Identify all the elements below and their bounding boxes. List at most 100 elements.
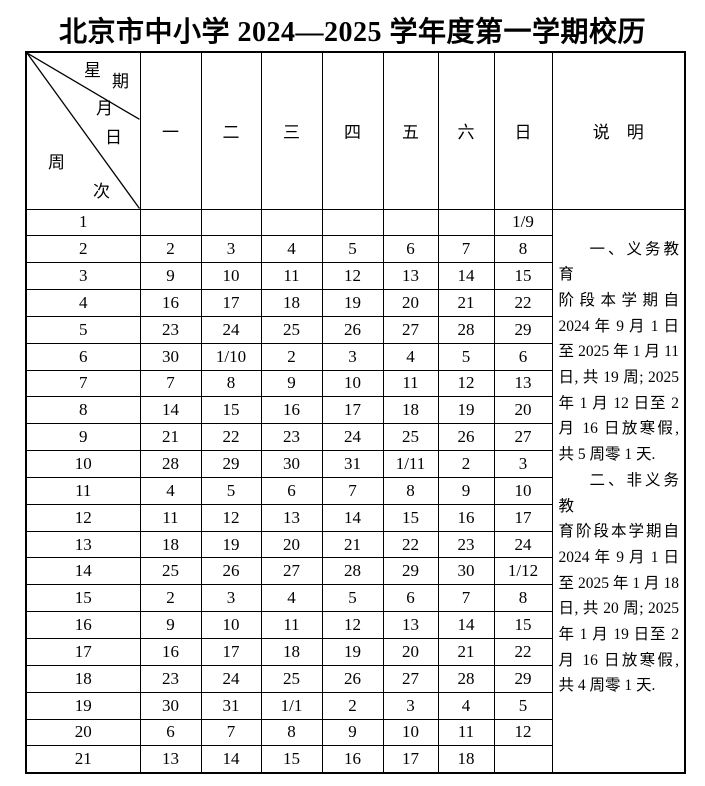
day-cell: 18 <box>260 289 323 317</box>
day-cell: 5 <box>437 342 495 371</box>
day-cell: 30 <box>437 557 495 586</box>
day-cell: 7 <box>437 584 495 613</box>
day-cell: 9 <box>437 476 495 505</box>
week-number-cell: 7 <box>25 369 141 398</box>
calendar-week-row: 19 30 31 1/1 2 3 4 5 <box>25 691 685 720</box>
day-cell: 4 <box>437 691 495 720</box>
calendar-week-row: 12 11 12 13 14 15 16 17 <box>25 503 685 532</box>
notes-cell: 一、义务教育 阶段本学期自 2024 年 9 月 1 日至 2025 年 1 月 1… <box>551 208 686 774</box>
calendar-week-row: 16 9 10 11 12 13 14 15 <box>25 611 685 639</box>
day-cell: 23 <box>437 530 495 559</box>
day-cell: 18 <box>382 396 439 425</box>
note-line: 二、非义务教 <box>558 471 680 515</box>
notes-header: 说 明 <box>551 51 686 210</box>
day-cell: 13 <box>382 611 439 639</box>
diagonal-divider-icon <box>27 53 139 208</box>
day-cell: 21 <box>437 289 495 317</box>
day-cell: 28 <box>437 664 495 693</box>
day-cell: 19 <box>200 530 262 559</box>
day-cell: 12 <box>437 369 495 398</box>
day-cell: 2 <box>139 584 202 613</box>
day-cell: 15 <box>382 503 439 532</box>
day-cell: 4 <box>139 476 202 505</box>
day-cell: 18 <box>260 638 323 666</box>
day-cell: 6 <box>260 476 323 505</box>
corner-label-month-char: 月 <box>96 99 113 118</box>
day-cell: 16 <box>321 745 384 774</box>
day-cell: 14 <box>200 745 262 774</box>
day-cell <box>382 208 439 237</box>
day-cell: 9 <box>139 262 202 291</box>
day-cell: 26 <box>321 664 384 693</box>
day-cell <box>321 208 384 237</box>
day-cell: 28 <box>437 315 495 344</box>
day-header-sun: 日 <box>493 51 553 210</box>
calendar-week-row: 20 6 7 8 9 10 11 12 <box>25 718 685 747</box>
day-cell: 23 <box>260 423 323 452</box>
note-line: 一、义务教育 <box>558 240 680 284</box>
day-cell: 25 <box>139 557 202 586</box>
day-cell: 4 <box>260 584 323 613</box>
calendar-week-row: 4 16 17 18 19 20 21 22 <box>25 289 685 317</box>
week-number-cell: 9 <box>25 423 141 452</box>
day-cell <box>260 208 323 237</box>
week-number-cell: 2 <box>25 235 141 264</box>
day-cell: 2 <box>139 235 202 264</box>
day-cell <box>139 208 202 237</box>
day-cell: 24 <box>200 664 262 693</box>
day-cell: 1/1 <box>260 691 323 720</box>
day-cell: 4 <box>260 235 323 264</box>
day-cell: 15 <box>493 262 553 291</box>
day-cell: 22 <box>493 289 553 317</box>
day-cell: 15 <box>200 396 262 425</box>
day-cell: 7 <box>437 235 495 264</box>
note-line: 月 16 日放寒假, <box>558 651 680 669</box>
day-cell: 2 <box>321 691 384 720</box>
day-cell: 3 <box>493 450 553 478</box>
week-number-cell: 14 <box>25 557 141 586</box>
note-line: 共 4 周零 1 天. <box>558 677 656 695</box>
day-cell <box>437 208 495 237</box>
day-cell: 8 <box>493 584 553 613</box>
day-cell <box>200 208 262 237</box>
note-paragraph: 二、非义务教 育阶段本学期自 2024 年 9 月 1 日至 2025 年 1 月 … <box>559 468 680 699</box>
day-cell: 9 <box>139 611 202 639</box>
day-cell: 16 <box>139 289 202 317</box>
day-cell: 20 <box>382 289 439 317</box>
calendar-week-row: 15 2 3 4 5 6 7 8 <box>25 584 685 613</box>
week-number-cell: 13 <box>25 530 141 559</box>
day-header-wed: 三 <box>260 51 323 210</box>
note-paragraph: 一、义务教育 阶段本学期自 2024 年 9 月 1 日至 2025 年 1 月 1… <box>559 237 680 468</box>
day-cell: 26 <box>200 557 262 586</box>
day-cell: 10 <box>493 476 553 505</box>
day-cell: 7 <box>200 718 262 747</box>
day-cell: 19 <box>321 638 384 666</box>
calendar-week-row: 11 4 5 6 7 8 9 10 <box>25 476 685 505</box>
day-cell: 17 <box>200 289 262 317</box>
header-row: 星 期 月 日 周 次 一 二 三 四 五 六 日 说 明 <box>25 51 686 210</box>
day-cell: 1/9 <box>493 208 553 237</box>
week-number-cell: 4 <box>25 289 141 317</box>
day-cell: 25 <box>260 315 323 344</box>
day-cell: 29 <box>493 664 553 693</box>
day-cell: 5 <box>321 584 384 613</box>
day-cell: 10 <box>382 718 439 747</box>
day-cell: 30 <box>139 691 202 720</box>
week-number-cell: 11 <box>25 476 141 505</box>
note-line: 日, 共 20 周; 2025 <box>558 600 680 618</box>
day-cell: 17 <box>321 396 384 425</box>
calendar-week-row: 8 14 15 16 17 18 19 20 <box>25 396 685 425</box>
day-cell: 29 <box>200 450 262 478</box>
note-line: 年 1 月 12 日至 2 <box>558 394 680 412</box>
day-cell: 20 <box>260 530 323 559</box>
day-cell: 21 <box>139 423 202 452</box>
day-cell: 24 <box>321 423 384 452</box>
page-title: 北京市中小学 2024—2025 学年度第一学期校历 <box>58 17 646 48</box>
week-number-cell: 16 <box>25 611 141 639</box>
day-cell: 3 <box>200 235 262 264</box>
day-cell: 27 <box>260 557 323 586</box>
calendar-week-row: 18 23 24 25 26 27 28 29 <box>25 664 685 693</box>
day-cell: 22 <box>200 423 262 452</box>
calendar-week-row: 14 25 26 27 28 29 30 1/12 <box>25 557 685 586</box>
day-cell: 13 <box>260 503 323 532</box>
